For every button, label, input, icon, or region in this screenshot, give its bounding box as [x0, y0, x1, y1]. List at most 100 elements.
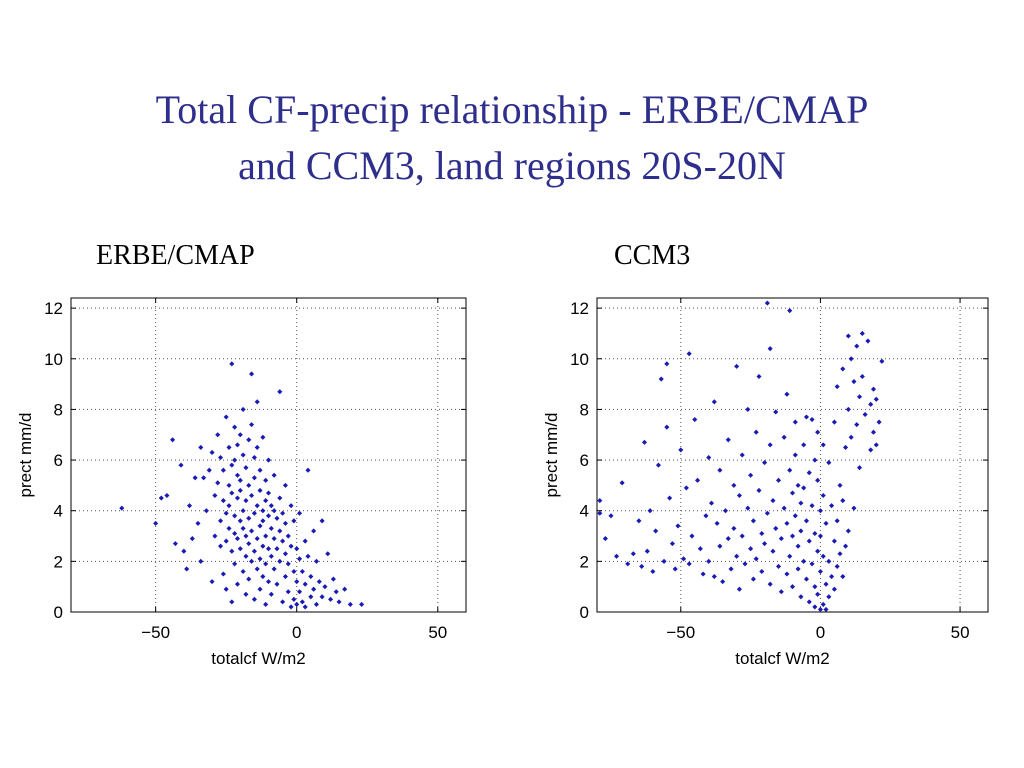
data-point [689, 533, 695, 539]
data-point [837, 551, 843, 557]
data-point [742, 561, 748, 567]
data-point [246, 482, 252, 488]
data-point [257, 487, 263, 493]
x-axis-label: totalcf W/m2 [211, 649, 305, 668]
data-point [848, 434, 854, 440]
data-point [291, 568, 297, 575]
data-point [347, 601, 353, 607]
data-point [731, 482, 737, 488]
data-point [319, 518, 325, 524]
data-point [812, 530, 818, 537]
data-point [823, 606, 829, 613]
x-tick-label: 50 [951, 623, 970, 642]
data-point [302, 581, 308, 587]
data-point [178, 462, 184, 468]
data-point [263, 533, 269, 539]
data-point [803, 576, 810, 582]
data-point [773, 409, 779, 415]
data-point [831, 419, 837, 425]
data-point [728, 566, 734, 572]
data-point [330, 576, 336, 582]
data-point [232, 424, 238, 430]
data-point [268, 503, 274, 509]
data-point [257, 556, 263, 562]
data-point [778, 589, 784, 595]
data-point [789, 584, 796, 590]
data-point [246, 576, 252, 582]
data-point [801, 558, 807, 564]
data-point [669, 541, 675, 547]
data-point [316, 579, 322, 585]
data-point [296, 510, 303, 516]
data-point [271, 566, 277, 572]
data-point [282, 574, 288, 580]
data-point [831, 586, 837, 592]
data-point [237, 546, 243, 552]
data-point [809, 417, 815, 423]
data-point [745, 406, 751, 412]
data-point [820, 442, 826, 448]
data-point [254, 536, 260, 542]
data-point [829, 574, 835, 580]
data-point [806, 599, 812, 605]
data-point [681, 556, 687, 562]
data-point [706, 558, 712, 564]
data-point [237, 487, 243, 493]
data-point [153, 520, 159, 526]
data-point [798, 500, 804, 506]
data-point [714, 520, 720, 526]
data-point [237, 432, 243, 438]
data-point [260, 543, 266, 549]
data-point [817, 606, 823, 613]
data-point [694, 477, 701, 483]
data-point [251, 454, 257, 461]
data-point [294, 546, 300, 552]
data-point [870, 429, 877, 435]
data-point [217, 454, 224, 461]
data-point [831, 538, 837, 544]
data-point [119, 505, 125, 511]
data-point [745, 505, 751, 511]
data-point [260, 434, 266, 440]
data-point [759, 530, 765, 537]
data-point [630, 551, 636, 557]
data-point [784, 391, 790, 397]
data-point [226, 525, 232, 531]
data-point [817, 568, 823, 575]
data-point [280, 599, 286, 605]
data-point [848, 356, 854, 362]
data-point [277, 495, 283, 501]
data-point [170, 437, 176, 443]
data-point [625, 561, 631, 567]
data-point [862, 411, 868, 418]
data-point [781, 505, 787, 511]
y-tick-label: 12 [570, 299, 589, 318]
data-point [870, 386, 877, 392]
data-point [265, 546, 272, 552]
data-point [246, 541, 252, 547]
data-point [868, 447, 874, 453]
data-point [232, 457, 238, 463]
data-point [851, 505, 857, 511]
data-point [739, 533, 745, 539]
data-point [843, 444, 849, 450]
data-point [192, 475, 198, 481]
data-point [260, 518, 266, 524]
data-point [817, 533, 823, 539]
data-point [271, 508, 277, 514]
data-point [299, 599, 305, 605]
data-point [826, 460, 832, 466]
data-point [711, 574, 717, 580]
y-tick-label: 2 [580, 552, 589, 571]
data-point [767, 442, 773, 448]
data-point [249, 422, 255, 428]
data-point [232, 530, 238, 537]
data-point [274, 546, 280, 552]
data-point [837, 482, 843, 488]
data-point [868, 401, 874, 407]
data-point [195, 520, 201, 526]
data-point [641, 439, 648, 445]
data-point [756, 373, 762, 380]
data-point [686, 351, 692, 357]
data-point [767, 346, 773, 352]
